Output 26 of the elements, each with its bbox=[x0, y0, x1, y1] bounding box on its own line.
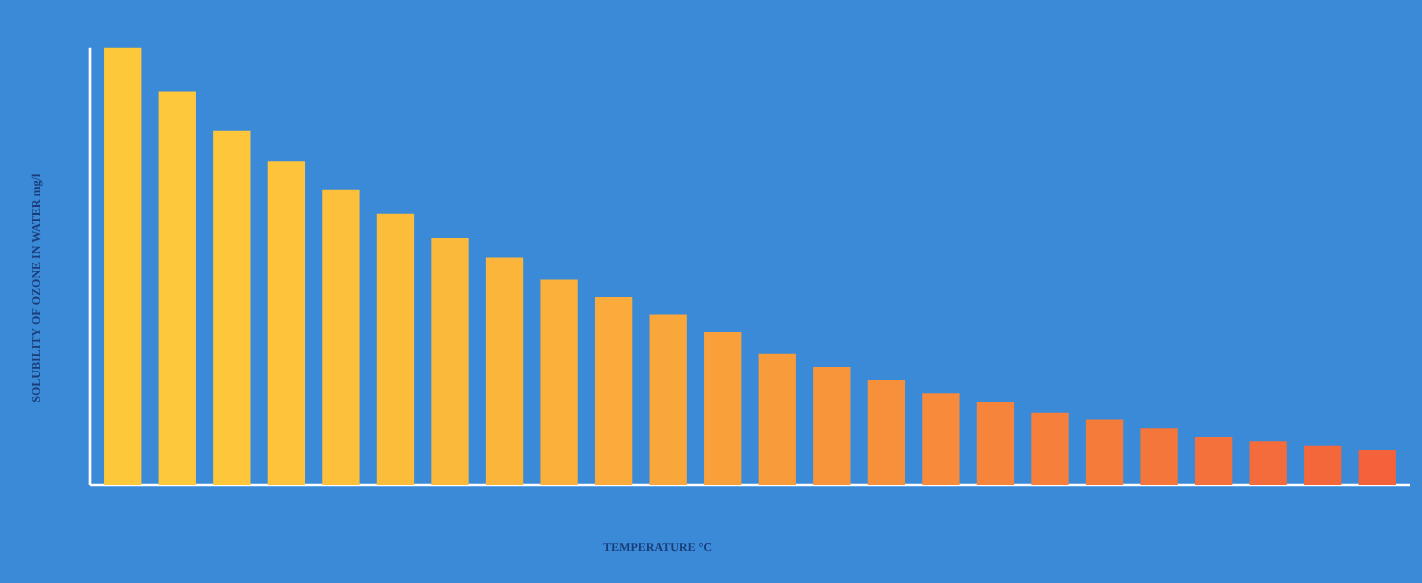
bar bbox=[540, 279, 578, 485]
bar bbox=[922, 393, 960, 485]
bar bbox=[758, 353, 796, 485]
bar bbox=[1085, 419, 1124, 485]
bar bbox=[322, 189, 360, 485]
bar bbox=[267, 161, 306, 485]
bar bbox=[1140, 428, 1178, 485]
bar bbox=[649, 314, 687, 485]
x-axis-title: TEMPERATURE °C bbox=[603, 543, 712, 552]
y-axis-title: SOLUBILITY OF OZONE IN WATER mg/l bbox=[31, 174, 43, 402]
bar bbox=[1358, 450, 1396, 485]
bar bbox=[431, 237, 469, 485]
bar bbox=[376, 213, 415, 485]
bar bbox=[213, 130, 251, 485]
bar bbox=[1304, 445, 1342, 485]
bar bbox=[976, 401, 1015, 485]
bar bbox=[594, 296, 633, 485]
bar bbox=[1031, 412, 1069, 485]
bar bbox=[104, 47, 142, 485]
bar bbox=[704, 331, 742, 485]
bar bbox=[867, 380, 906, 485]
bar bbox=[813, 366, 851, 485]
bar bbox=[158, 91, 196, 485]
bar bbox=[1194, 436, 1233, 485]
bar bbox=[485, 257, 524, 485]
bar bbox=[1249, 441, 1287, 485]
